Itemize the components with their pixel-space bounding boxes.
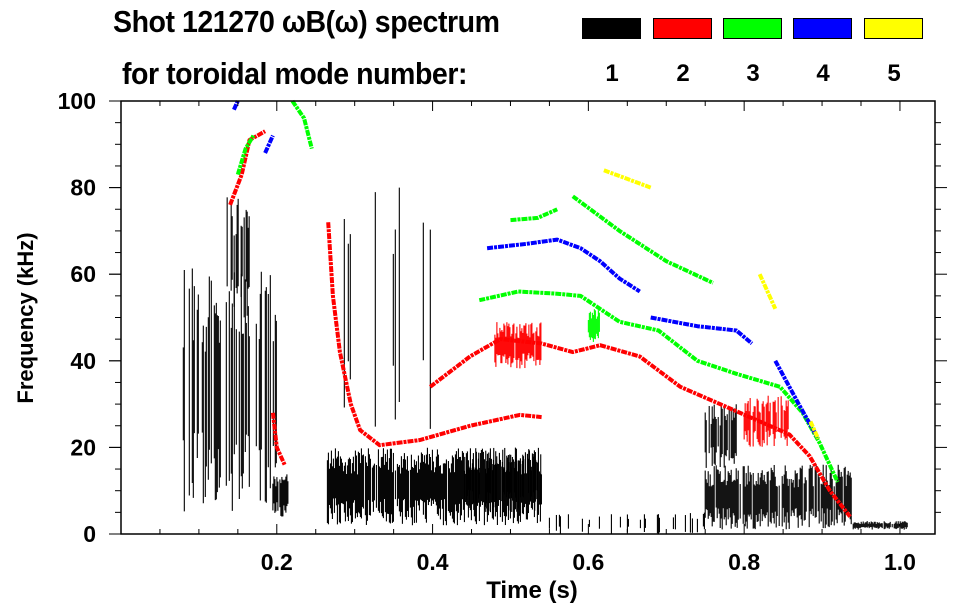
spectral-blob (743, 395, 789, 447)
mode-track (270, 412, 287, 466)
legend-caption: for toroidal mode number: (122, 56, 467, 91)
mode-track (263, 134, 275, 154)
legend-label-mode-1: 1 (605, 60, 619, 87)
legend-swatch-mode-2 (653, 18, 712, 39)
y-tick-label: 100 (58, 88, 96, 114)
legend-label-mode-2: 2 (676, 60, 690, 87)
x-tick-label: 0.6 (572, 549, 604, 575)
mode-track (428, 337, 852, 518)
y-tick-label: 80 (70, 175, 96, 201)
series-mode-5 (603, 168, 821, 440)
mode-track (290, 99, 314, 150)
mode-track (603, 168, 652, 190)
legend-label-mode-3: 3 (746, 60, 760, 87)
chart-title: Shot 121270 ωB(ω) spectrum (113, 4, 500, 39)
mode-track (232, 100, 240, 111)
y-axis-label: Frequency (kHz) (13, 232, 38, 403)
mode-track (571, 194, 714, 285)
mode-track (650, 315, 754, 346)
series-mode-2 (228, 129, 852, 518)
spectral-blob (587, 309, 600, 342)
y-tick-label: 40 (70, 348, 96, 374)
mode-track (757, 273, 778, 310)
x-tick-label: 0.8 (728, 549, 760, 575)
mode-track (228, 129, 267, 206)
y-tick-label: 0 (83, 521, 96, 547)
legend-swatch-mode-4 (793, 18, 852, 39)
legend-label-mode-5: 5 (887, 60, 901, 87)
x-tick-label: 1.0 (884, 549, 916, 575)
spectral-blob (182, 268, 277, 512)
legend-swatch-mode-1 (582, 18, 641, 39)
x-axis-label: Time (s) (486, 577, 578, 604)
mode-track (486, 237, 641, 294)
series-mode-4 (232, 100, 820, 440)
legend-swatch-mode-5 (864, 18, 923, 39)
legend-swatch-mode-3 (723, 18, 782, 39)
mode-track (808, 420, 821, 440)
spectral-blob (272, 474, 289, 517)
y-tick-label: 60 (70, 261, 96, 287)
spectral-blob (704, 404, 737, 468)
x-tick-label: 0.2 (261, 549, 293, 575)
spectral-blob (226, 197, 250, 318)
mode-track (510, 207, 559, 223)
mode-track (326, 222, 542, 448)
spectral-blob (704, 464, 852, 530)
x-tick-label: 0.4 (417, 549, 449, 575)
y-tick-label: 20 (70, 434, 96, 460)
spectral-blob (548, 512, 705, 534)
spectral-blob (464, 447, 542, 512)
spectral-blob (494, 322, 542, 369)
spectral-blob (343, 187, 431, 429)
mode-track (235, 134, 256, 176)
legend-label-mode-4: 4 (816, 60, 830, 87)
spectral-blob (852, 521, 908, 530)
